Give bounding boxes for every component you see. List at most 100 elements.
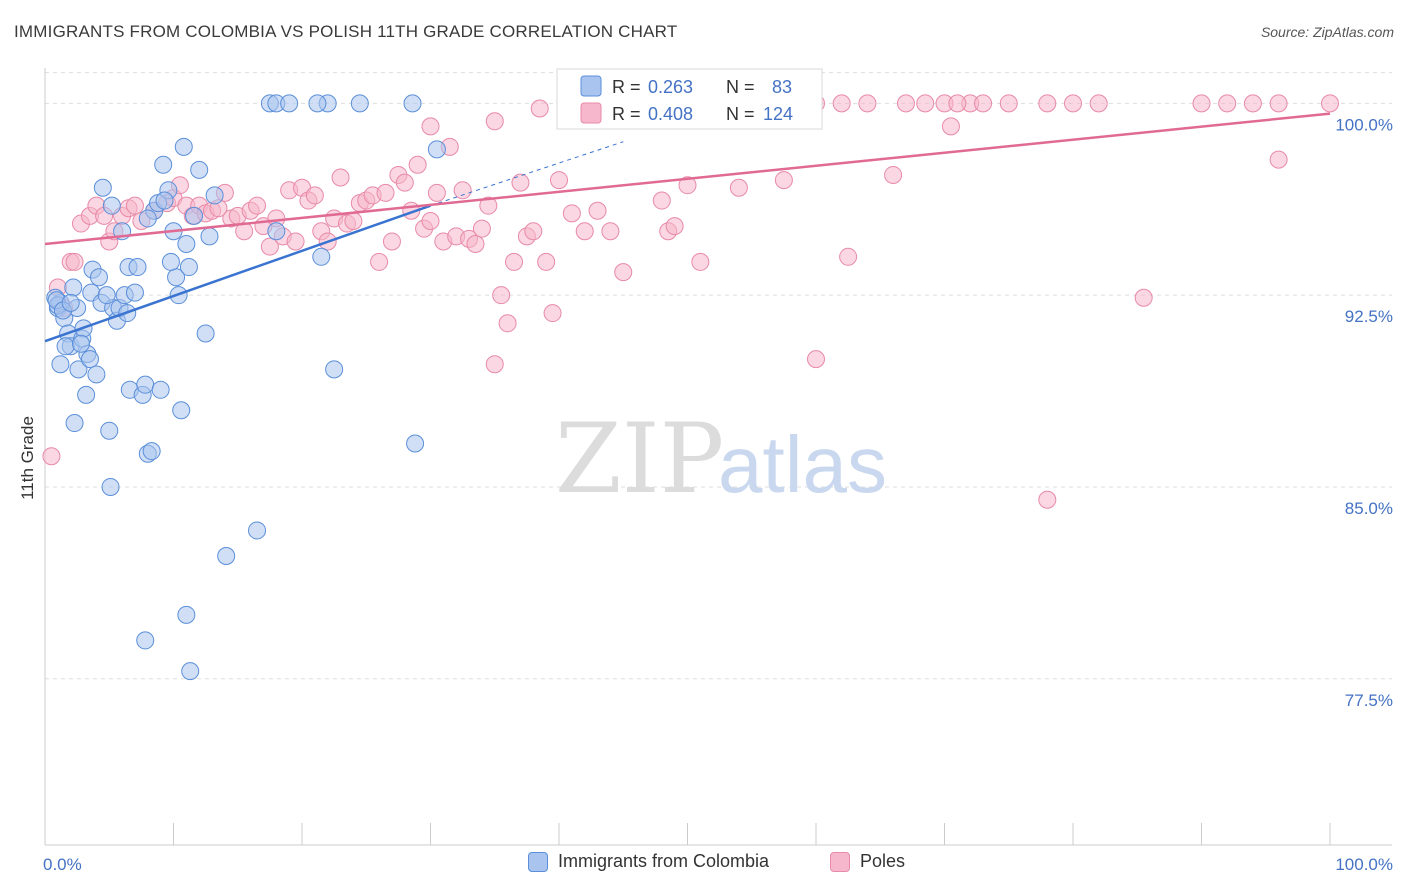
poles-point	[505, 252, 524, 271]
colombia-point	[155, 191, 174, 210]
legend-label-poles: Poles	[860, 851, 906, 871]
source-credit: Source: ZipAtlas.com	[1260, 24, 1394, 40]
series-legend: Immigrants from Colombia Poles	[0, 851, 1406, 879]
poles-point	[1243, 94, 1262, 113]
poles-point	[498, 314, 517, 333]
poles-point	[691, 252, 710, 271]
poles-point	[472, 219, 491, 238]
poles-point	[305, 186, 324, 205]
poles-point	[774, 171, 793, 190]
poles-point	[614, 263, 633, 282]
legend-swatch-colombia	[528, 851, 548, 872]
colombia-point	[101, 477, 120, 496]
poles-point	[1321, 94, 1339, 113]
colombia-point	[248, 521, 267, 540]
poles-point	[1134, 288, 1153, 307]
poles-point	[65, 252, 84, 271]
colombia-point	[196, 324, 215, 343]
y-tick-label: 92.5%	[1345, 307, 1393, 326]
legend-n-label: N =	[726, 77, 755, 97]
colombia-point	[87, 365, 106, 384]
poles-point	[485, 112, 504, 131]
legend-n-value-poles: 124	[763, 104, 793, 124]
colombia-point	[102, 196, 121, 215]
colombia-point	[406, 434, 425, 453]
colombia-point	[64, 278, 83, 297]
legend-r-value-poles: 0.408	[648, 104, 693, 124]
poles-point	[1089, 94, 1108, 113]
y-tick-labels: 100.0% 92.5% 85.0% 77.5%	[1335, 115, 1393, 709]
colombia-point	[267, 222, 286, 241]
poles-point	[376, 183, 395, 202]
poles-point	[485, 355, 504, 374]
poles-point	[453, 181, 472, 200]
poles-point	[511, 173, 530, 192]
colombia-point	[172, 401, 191, 420]
colombia-point	[154, 155, 173, 174]
poles-point	[858, 94, 877, 113]
poles-point	[941, 117, 960, 136]
poles-point	[916, 94, 935, 113]
colombia-point	[65, 414, 84, 433]
colombia-point	[403, 94, 422, 113]
poles-point	[331, 168, 350, 187]
colombia-point	[280, 94, 299, 113]
colombia-point	[217, 547, 236, 566]
colombia-point	[89, 268, 108, 287]
poles-point	[652, 191, 671, 210]
poles-point	[260, 237, 279, 256]
poles-point	[896, 94, 915, 113]
colombia-point	[308, 94, 327, 113]
correlation-legend: R = 0.263 N = 83 R = 0.408 N = 124	[556, 68, 823, 130]
x-tick-label-max: 100.0%	[1335, 855, 1393, 874]
colombia-point	[161, 252, 180, 271]
legend-label-colombia: Immigrants from Colombia	[558, 851, 770, 871]
poles-point	[421, 117, 440, 136]
poles-point	[562, 204, 581, 223]
colombia-point	[142, 442, 161, 461]
colombia-point	[136, 375, 155, 394]
poles-point	[537, 252, 556, 271]
poles-point	[543, 304, 562, 323]
legend-r-value-colombia: 0.263	[648, 77, 693, 97]
poles-point	[1269, 94, 1288, 113]
poles-point	[1064, 94, 1082, 113]
poles-point	[370, 252, 389, 271]
colombia-point	[350, 94, 369, 113]
legend-n-value-colombia: 83	[772, 77, 792, 97]
watermark-atlas: atlas	[718, 420, 887, 509]
watermark-zip: ZIP	[555, 403, 724, 515]
colombia-point	[69, 360, 88, 379]
poles-point	[974, 94, 993, 113]
y-tick-label: 85.0%	[1345, 499, 1393, 518]
colombia-point	[125, 283, 144, 302]
trend-line-poles	[44, 112, 1331, 246]
colombia-point	[56, 337, 75, 356]
colombia-point	[97, 286, 116, 305]
poles-point	[382, 232, 401, 251]
y-tick-label: 100.0%	[1335, 115, 1393, 134]
poles-point	[427, 183, 446, 202]
colombia-point	[200, 227, 219, 246]
poles-point	[575, 222, 594, 241]
poles-point	[286, 232, 305, 251]
legend-item-poles: Poles	[830, 851, 905, 872]
y-axis-title: 11th Grade	[18, 416, 37, 500]
colombia-point	[177, 235, 196, 254]
colombia-point	[77, 385, 96, 404]
legend-item-colombia: Immigrants from Colombia	[528, 851, 769, 872]
colombia-point	[181, 662, 200, 681]
poles-point	[530, 99, 549, 118]
poles-point	[1192, 94, 1211, 113]
poles-point	[395, 173, 414, 192]
gridlines	[45, 72, 1392, 680]
poles-point	[678, 176, 697, 195]
legend-swatch-colombia	[580, 75, 602, 97]
colombia-points	[46, 94, 446, 681]
poles-point	[999, 94, 1018, 113]
poles-point	[479, 196, 498, 215]
colombia-point	[325, 360, 344, 379]
colombia-point	[427, 140, 446, 159]
colombia-point	[128, 258, 147, 277]
poles-point	[665, 217, 684, 236]
